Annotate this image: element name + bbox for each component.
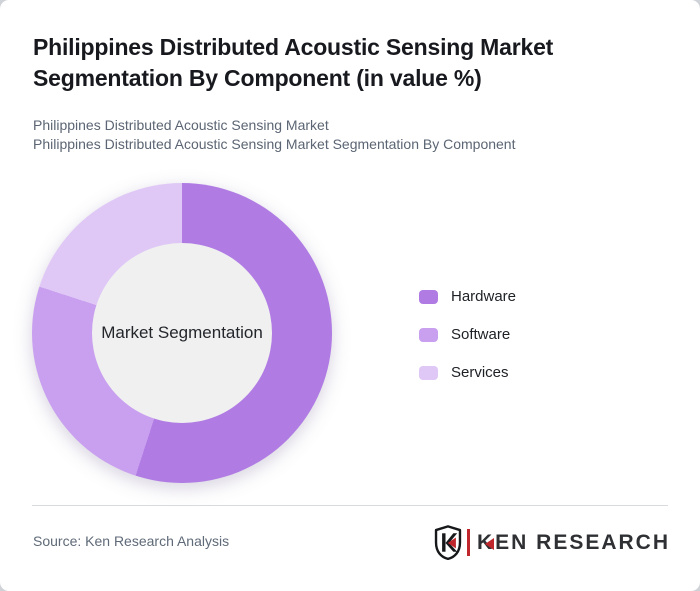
chart-subtitle-market: Philippines Distributed Acoustic Sensing…: [33, 117, 329, 133]
legend-item-hardware: Hardware: [419, 288, 517, 305]
legend-item-software: Software: [419, 326, 516, 343]
ken-research-wordmark: K EN RESEARCH: [477, 531, 670, 555]
source-note: Source: Ken Research Analysis: [33, 533, 230, 549]
ken-research-shield-icon: [434, 525, 462, 560]
donut-center-label: Market Segmentation: [101, 323, 263, 342]
chart-subtitles: Philippines Distributed Acoustic Sensing…: [33, 116, 515, 154]
legend-label: Services: [451, 364, 509, 381]
page-title: Philippines Distributed Acoustic Sensing…: [33, 32, 673, 94]
ken-research-logo: K EN RESEARCH: [434, 525, 670, 560]
legend-swatch: [419, 328, 438, 342]
footer-divider: [32, 505, 668, 506]
page-title-line1: Philippines Distributed Acoustic Sensing…: [33, 34, 554, 60]
legend-label: Hardware: [451, 288, 517, 305]
legend-swatch: [419, 366, 438, 380]
brand-rest: EN RESEARCH: [495, 530, 670, 554]
logo-divider-bar: [466, 529, 470, 556]
chart-subtitle-segmentation: Philippines Distributed Acoustic Sensing…: [33, 136, 516, 152]
legend-label: Software: [451, 326, 511, 343]
donut-ring: Market Segmentation: [32, 183, 332, 483]
donut-chart: Market Segmentation: [32, 183, 332, 483]
brand-red-triangle-icon: [485, 537, 495, 550]
page-title-line2: Segmentation By Component (in value %): [33, 65, 482, 91]
legend-swatch: [419, 290, 438, 304]
donut-center: Market Segmentation: [92, 243, 272, 423]
chart-legend: Hardware Software Services: [419, 288, 517, 404]
legend-item-services: Services: [419, 364, 516, 381]
